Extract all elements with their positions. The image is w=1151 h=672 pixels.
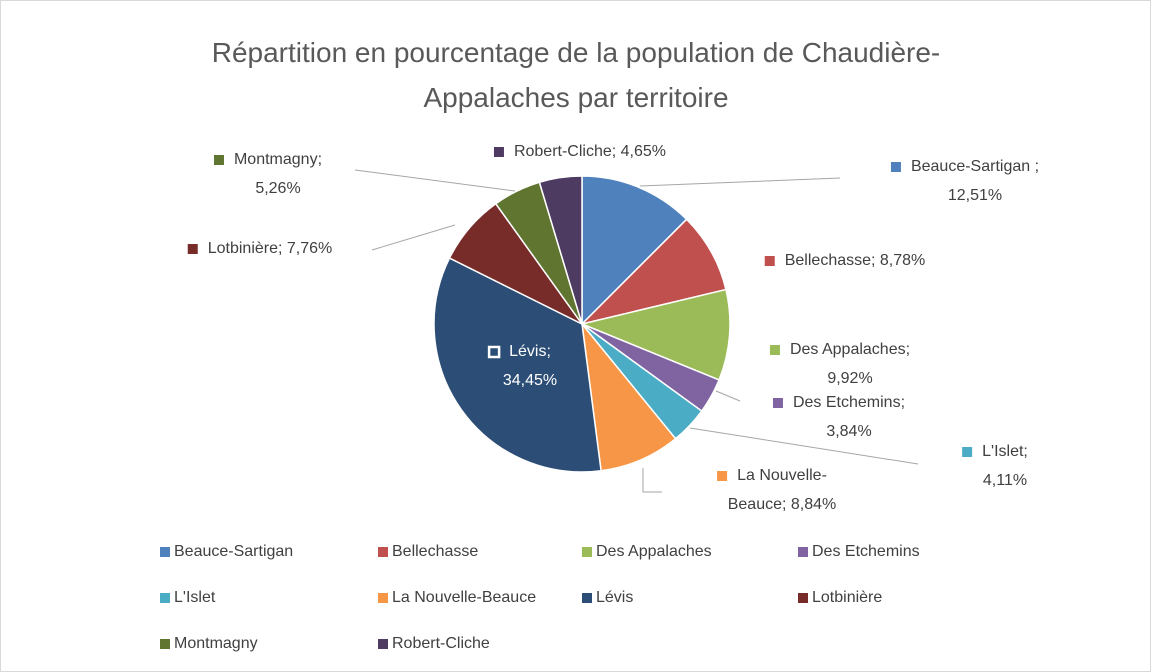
label-line: 9,92% [827, 370, 872, 387]
label-key [764, 256, 775, 266]
legend-label: Des Etchemins [812, 543, 920, 560]
legend-key [798, 593, 808, 603]
legend-label: Robert-Cliche [392, 635, 490, 652]
legend-key [160, 547, 170, 557]
pie-slice [581, 175, 688, 326]
legend-key [582, 593, 592, 603]
label-key [493, 147, 504, 157]
label-key [187, 244, 198, 254]
legend-key [378, 593, 388, 603]
label-key [487, 345, 501, 359]
leader-line [642, 468, 662, 493]
label-line: 3,84% [826, 423, 871, 440]
legend-key [798, 547, 808, 557]
data-label: Lotbinière; 7,76% [208, 240, 333, 257]
label-line: 5,26% [255, 180, 300, 197]
label-key [962, 447, 973, 457]
legend-label: Des Appalaches [596, 543, 712, 560]
label-line: 12,51% [948, 187, 1002, 204]
label-line: La Nouvelle- [737, 467, 827, 484]
label-line: Montmagny; [234, 151, 322, 168]
label-line: 34,45% [503, 372, 557, 389]
pie-slice [538, 175, 583, 325]
data-label: Des Etchemins; 3,84% [793, 394, 905, 440]
label-key [213, 155, 224, 165]
label-line: Robert-Cliche; 4,65% [514, 143, 666, 160]
pie-slice [579, 288, 731, 381]
label-key [769, 345, 780, 355]
legend-label: La Nouvelle-Beauce [392, 589, 536, 606]
legend-label: Beauce-Sartigan [174, 543, 293, 560]
legend-label: Bellechasse [392, 543, 478, 560]
data-label: Lévis; 34,45% [503, 343, 557, 389]
legend-key [378, 639, 388, 649]
label-line: Lévis; [509, 343, 551, 360]
label-key [772, 398, 783, 408]
pie-slice [433, 257, 602, 473]
title-line: Répartition en pourcentage de la populat… [212, 37, 941, 68]
legend-key [582, 547, 592, 557]
data-label: Bellechasse; 8,78% [785, 252, 926, 269]
leader-line [715, 390, 741, 402]
leader-line [371, 224, 456, 251]
pie-slice [580, 321, 677, 472]
label-line: Beauce; 8,84% [728, 496, 837, 513]
label-line: Des Etchemins; [793, 394, 905, 411]
title-line: Appalaches par territoire [423, 82, 728, 113]
label-line: Bellechasse; 8,78% [785, 252, 926, 269]
label-line: Des Appalaches; [790, 341, 910, 358]
data-label: Beauce-Sartigan ; 12,51% [911, 158, 1039, 204]
data-label: L'Islet; 4,11% [982, 443, 1028, 489]
label-key [890, 162, 901, 172]
label-line: L'Islet; [982, 443, 1028, 460]
label-key [717, 471, 728, 481]
legend-label: Montmagny [174, 635, 258, 652]
legend-label: L'Islet [174, 589, 216, 606]
legend-key [378, 547, 388, 557]
leader-line [354, 169, 516, 192]
data-label: Robert-Cliche; 4,65% [514, 143, 666, 160]
leader-line [639, 177, 841, 187]
label-line: 4,11% [983, 472, 1027, 489]
legend-label: Lotbinière [812, 589, 882, 606]
data-label: Montmagny; 5,26% [234, 151, 322, 197]
chart-title: Répartition en pourcentage de la populat… [212, 37, 941, 113]
label-line: Lotbinière; 7,76% [208, 240, 333, 257]
leader-line [689, 427, 919, 465]
legend-key [160, 639, 170, 649]
legend-key [160, 593, 170, 603]
data-label: Des Appalaches; 9,92% [790, 341, 910, 387]
label-line: Beauce-Sartigan ; [911, 158, 1039, 175]
data-label: La Nouvelle- Beauce; 8,84% [728, 467, 837, 513]
legend-label: Lévis [596, 589, 633, 606]
